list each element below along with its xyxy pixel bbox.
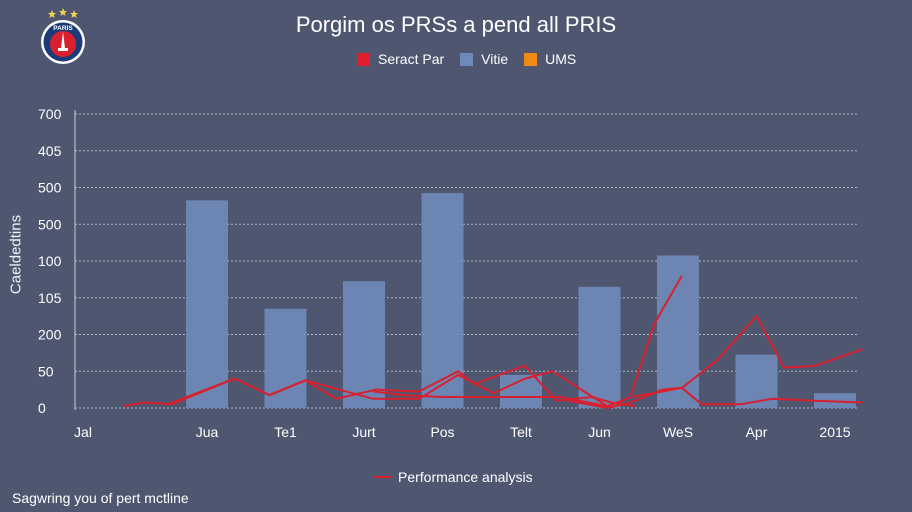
legend-label: Vitie bbox=[481, 51, 509, 67]
star-icon bbox=[70, 10, 78, 18]
legend-line-swatch bbox=[374, 476, 392, 478]
chart-title: Porgim os PRSs a pend all PRIS bbox=[295, 12, 617, 37]
legend-swatch bbox=[524, 52, 538, 66]
y-axis-ticks: 0 50 200 105 100 500 500 405 700 bbox=[38, 106, 62, 416]
series-line bbox=[567, 315, 863, 409]
y-tick-label: 50 bbox=[38, 363, 54, 379]
bar-series bbox=[186, 193, 856, 408]
x-axis-ticks: Jal Jua Te1 Jurt Pos Telt Jun WeS Apr 2015 bbox=[74, 424, 851, 440]
x-tick-label: Jua bbox=[196, 424, 219, 440]
chart-legend-bottom: Performance analysis bbox=[374, 469, 533, 485]
chart-legend-top: Seract Par Vitie UMS bbox=[357, 51, 592, 67]
series-line bbox=[167, 364, 635, 408]
legend-item: Seract Par bbox=[357, 51, 444, 67]
y-tick-label: 700 bbox=[38, 106, 62, 122]
x-tick-label: Te1 bbox=[274, 424, 297, 440]
y-tick-label: 200 bbox=[38, 327, 62, 343]
x-tick-label: 2015 bbox=[819, 424, 850, 440]
bar bbox=[735, 354, 778, 408]
bar bbox=[657, 255, 699, 408]
x-tick-label: Apr bbox=[746, 424, 768, 440]
x-tick-label: Pos bbox=[430, 424, 454, 440]
x-tick-label: WeS bbox=[663, 424, 693, 440]
x-tick-label: Jun bbox=[588, 424, 611, 440]
bar bbox=[186, 200, 228, 408]
x-tick-label: Telt bbox=[510, 424, 532, 440]
star-icon bbox=[59, 8, 67, 16]
bar bbox=[343, 281, 385, 408]
series-line bbox=[373, 386, 863, 408]
legend-item: Vitie bbox=[460, 51, 508, 67]
bar bbox=[264, 308, 307, 408]
legend-item: UMS bbox=[524, 51, 576, 67]
gridlines bbox=[75, 113, 858, 409]
legend-label: Seract Par bbox=[378, 51, 445, 67]
y-tick-label: 405 bbox=[38, 143, 62, 159]
x-tick-label: Jurt bbox=[352, 424, 375, 440]
legend-swatch bbox=[460, 52, 474, 66]
y-tick-label: 500 bbox=[38, 180, 62, 196]
y-tick-label: 0 bbox=[38, 400, 46, 416]
line-series bbox=[122, 275, 863, 409]
y-tick-label: 500 bbox=[38, 216, 62, 232]
legend-label: UMS bbox=[545, 51, 577, 67]
y-tick-label: 105 bbox=[38, 290, 62, 306]
club-crest-icon: PARIS bbox=[41, 8, 85, 64]
series-line bbox=[122, 370, 628, 408]
star-icon bbox=[48, 10, 56, 18]
y-axis-label: Caeldedtins bbox=[7, 214, 25, 295]
chart-caption: Sagwring you of pert mctline bbox=[12, 490, 189, 506]
series-line bbox=[629, 275, 683, 396]
crest-lettering: PARIS bbox=[53, 25, 73, 32]
y-tick-label: 100 bbox=[38, 253, 62, 269]
legend-bottom-label: Performance analysis bbox=[398, 469, 533, 485]
bar bbox=[578, 286, 621, 408]
x-tick-label: Jal bbox=[74, 424, 92, 440]
legend-swatch bbox=[357, 52, 370, 66]
